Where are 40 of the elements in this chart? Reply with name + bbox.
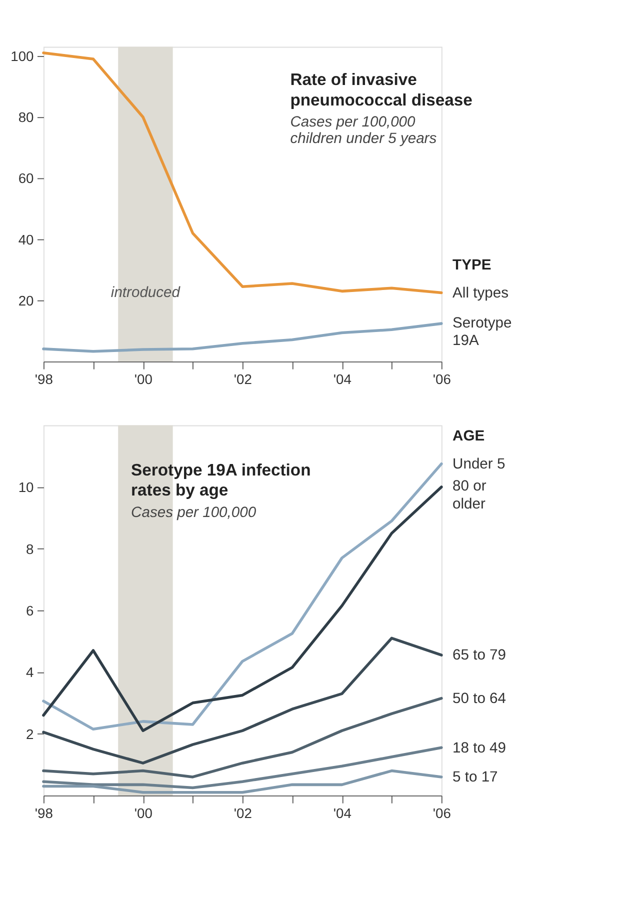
series-label: Serotype 19A xyxy=(452,315,512,349)
y-tick-label: 8 xyxy=(26,540,34,557)
y-tick-label: 60 xyxy=(18,170,34,186)
x-tick-label: '00 xyxy=(134,371,153,388)
x-tick-label: '98 xyxy=(34,805,54,822)
text: Serotype 19A infection rates by age xyxy=(131,460,311,500)
series-label: 80 or older xyxy=(452,478,486,512)
x-tick-label: '02 xyxy=(234,371,252,388)
y-tick-label: 80 xyxy=(18,109,34,126)
x-tick-label: '06 xyxy=(432,371,452,388)
y-tick-label: 10 xyxy=(18,479,34,496)
text: Cases per 100,000 children under 5 years xyxy=(290,114,438,148)
line-series xyxy=(42,769,443,794)
y-tick-label: 40 xyxy=(18,231,34,248)
legend-title: TYPE xyxy=(452,258,492,274)
legend-title: AGE xyxy=(452,428,485,445)
series-label: 18 to 49 xyxy=(452,740,506,756)
x-tick-label: '02 xyxy=(234,805,252,822)
x-tick-label: '04 xyxy=(333,371,352,388)
x-tick-label: '04 xyxy=(333,805,352,822)
x-tick-label: '00 xyxy=(134,805,153,822)
y-tick-label: 6 xyxy=(26,602,34,618)
series-label: 65 to 79 xyxy=(452,648,506,664)
line-series xyxy=(42,746,443,790)
y-tick-label: 2 xyxy=(26,726,34,742)
text: Rate of invasive pneumococcal disease xyxy=(290,70,472,110)
x-tick-label: '98 xyxy=(34,371,54,388)
series-label: 50 to 64 xyxy=(452,690,506,707)
x-tick-label: '06 xyxy=(432,805,452,822)
y-tick-label: 4 xyxy=(26,664,34,680)
line-series xyxy=(42,322,443,353)
line-series xyxy=(42,636,443,764)
series-label: 5 to 17 xyxy=(452,770,498,786)
line-series xyxy=(42,696,443,778)
band-label: introduced xyxy=(110,284,181,301)
series-label: All types xyxy=(452,285,508,302)
y-tick-label: 100 xyxy=(10,48,34,64)
text: Cases per 100,000 xyxy=(131,504,257,521)
series-label: Under 5 xyxy=(452,456,506,472)
y-tick-label: 20 xyxy=(18,292,34,308)
